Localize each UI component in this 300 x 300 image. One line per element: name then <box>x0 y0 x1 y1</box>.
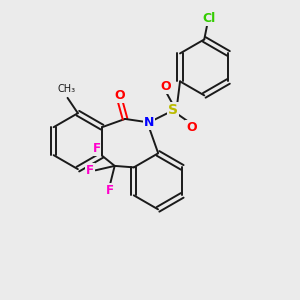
Text: F: F <box>106 184 114 196</box>
Text: O: O <box>114 89 125 102</box>
Text: S: S <box>168 103 178 117</box>
Text: O: O <box>161 80 171 93</box>
Text: CH₃: CH₃ <box>57 84 75 94</box>
Text: F: F <box>92 142 101 155</box>
Text: N: N <box>144 116 154 129</box>
Text: O: O <box>186 121 197 134</box>
Text: Cl: Cl <box>202 12 215 25</box>
Text: F: F <box>86 164 94 177</box>
